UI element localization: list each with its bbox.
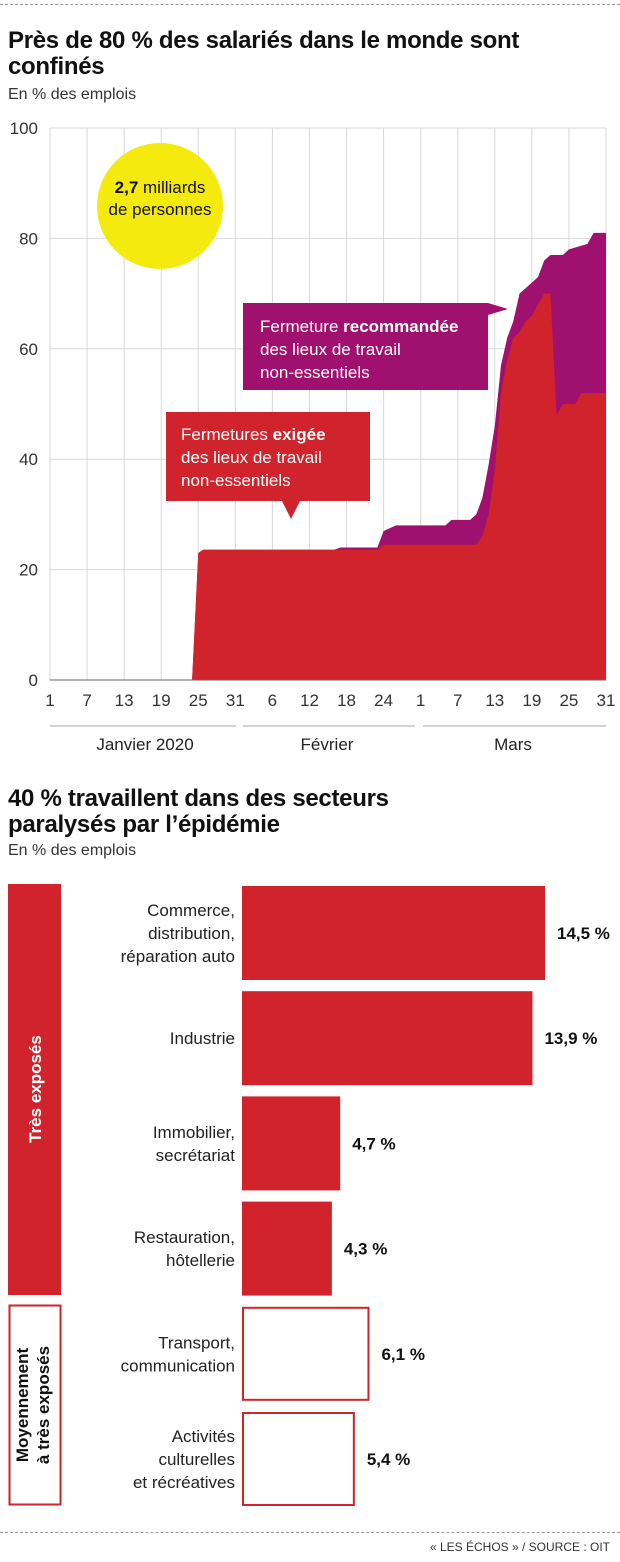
bar-chart: Très exposés Moyennement à très exposés Com… xyxy=(8,884,610,1506)
category-label: communication xyxy=(121,1356,235,1375)
callout-recommandee-line3: non-essentiels xyxy=(260,363,370,382)
category-label: Commerce, xyxy=(147,901,235,920)
source-credit: « LES ÉCHOS » / SOURCE : OIT xyxy=(429,1540,610,1554)
category-label: secrétariat xyxy=(156,1146,236,1165)
bar xyxy=(242,1306,370,1401)
category-label: Restauration, xyxy=(134,1228,235,1247)
callout-exigee-line3: non-essentiels xyxy=(181,471,291,490)
x-tick-label: 31 xyxy=(226,691,245,710)
category-label: et récréatives xyxy=(133,1473,235,1492)
group-label-moyennement-line1: Moyennement xyxy=(13,1348,32,1463)
x-tick-label: 13 xyxy=(115,691,134,710)
x-tick-label: 7 xyxy=(82,691,91,710)
chart2-title-line1: 40 % travaillent dans des secteurs xyxy=(8,785,389,812)
value-label: 4,3 % xyxy=(344,1240,387,1259)
month-label: Février xyxy=(301,735,354,754)
group-label-tres-exposes: Très exposés xyxy=(26,1035,45,1143)
callout-recommandee xyxy=(243,303,508,390)
value-label: 5,4 % xyxy=(367,1450,410,1469)
chart1-title-line1: Près de 80 % des salariés dans le monde … xyxy=(8,27,520,54)
x-tick-label: 25 xyxy=(559,691,578,710)
category-label: Industrie xyxy=(170,1029,235,1048)
y-tick-label: 20 xyxy=(19,561,38,580)
value-label: 4,7 % xyxy=(352,1134,395,1153)
top-divider xyxy=(0,4,620,5)
category-label: Immobilier, xyxy=(153,1123,235,1142)
x-tick-label: 1 xyxy=(416,691,425,710)
x-tick-label: 7 xyxy=(453,691,462,710)
category-label: culturelles xyxy=(158,1450,235,1469)
bar xyxy=(242,886,545,980)
category-label: Transport, xyxy=(158,1333,235,1352)
x-tick-label: 12 xyxy=(300,691,319,710)
chart1-title-line2: confinés xyxy=(8,53,105,80)
footer-divider xyxy=(0,1532,620,1533)
y-tick-label: 80 xyxy=(19,229,38,248)
chart2-subtitle: En % des emplois xyxy=(8,842,137,859)
callout-exigee xyxy=(166,412,370,519)
group-moyennement-exposes xyxy=(8,1304,62,1506)
x-tick-label: 18 xyxy=(337,691,356,710)
bar xyxy=(242,1201,332,1296)
value-label: 13,9 % xyxy=(544,1029,597,1048)
chart2-title-line2: paralysés par l’épidémie xyxy=(8,811,280,838)
area-chart: 0 20 40 60 80 100 1 7 13 19 25 31 6 12 18 24 1 7 13 19 25 31 J… xyxy=(10,119,616,754)
callout-recommandee-line2: des lieux de travail xyxy=(260,340,401,359)
bar xyxy=(242,991,533,1086)
value-label: 6,1 % xyxy=(381,1345,424,1364)
people-bubble xyxy=(97,143,223,269)
callout-exigee-line2: des lieux de travail xyxy=(181,448,322,467)
chart2-title: 40 % travaillent dans des secteurs paral… xyxy=(8,786,389,838)
x-tick-label: 1 xyxy=(45,691,54,710)
category-label: réparation auto xyxy=(121,947,235,966)
group-label-moyennement-line2: à très exposés xyxy=(34,1346,53,1464)
x-tick-label: 13 xyxy=(485,691,504,710)
chart1-subtitle: En % des emplois xyxy=(8,86,137,103)
series-area-exigee xyxy=(50,293,606,680)
y-tick-label: 60 xyxy=(19,340,38,359)
x-tick-label: 6 xyxy=(268,691,277,710)
category-label: hôtellerie xyxy=(166,1251,235,1270)
y-tick-label: 0 xyxy=(29,671,38,690)
bar xyxy=(242,1096,341,1191)
month-label: Mars xyxy=(494,735,532,754)
category-label: distribution, xyxy=(148,924,235,943)
value-label: 14,5 % xyxy=(557,924,610,943)
bubble-text-line1: 2,7 milliards xyxy=(115,178,206,197)
x-tick-label: 19 xyxy=(522,691,541,710)
group-tres-exposes xyxy=(8,884,61,1295)
x-tick-label: 25 xyxy=(189,691,208,710)
bubble-text-line2: de personnes xyxy=(108,200,211,219)
x-tick-label: 19 xyxy=(152,691,171,710)
bar xyxy=(242,1412,355,1506)
x-tick-label: 24 xyxy=(374,691,393,710)
callout-recommandee-line1: Fermeture recommandée xyxy=(260,317,458,336)
y-tick-label: 40 xyxy=(19,450,38,469)
month-label: Janvier 2020 xyxy=(96,735,193,754)
category-label: Activités xyxy=(172,1427,235,1446)
chart1-title: Près de 80 % des salariés dans le monde … xyxy=(8,28,519,80)
y-tick-label: 100 xyxy=(10,119,38,138)
x-tick-label: 31 xyxy=(597,691,616,710)
callout-exigee-line1: Fermetures exigée xyxy=(181,425,326,444)
